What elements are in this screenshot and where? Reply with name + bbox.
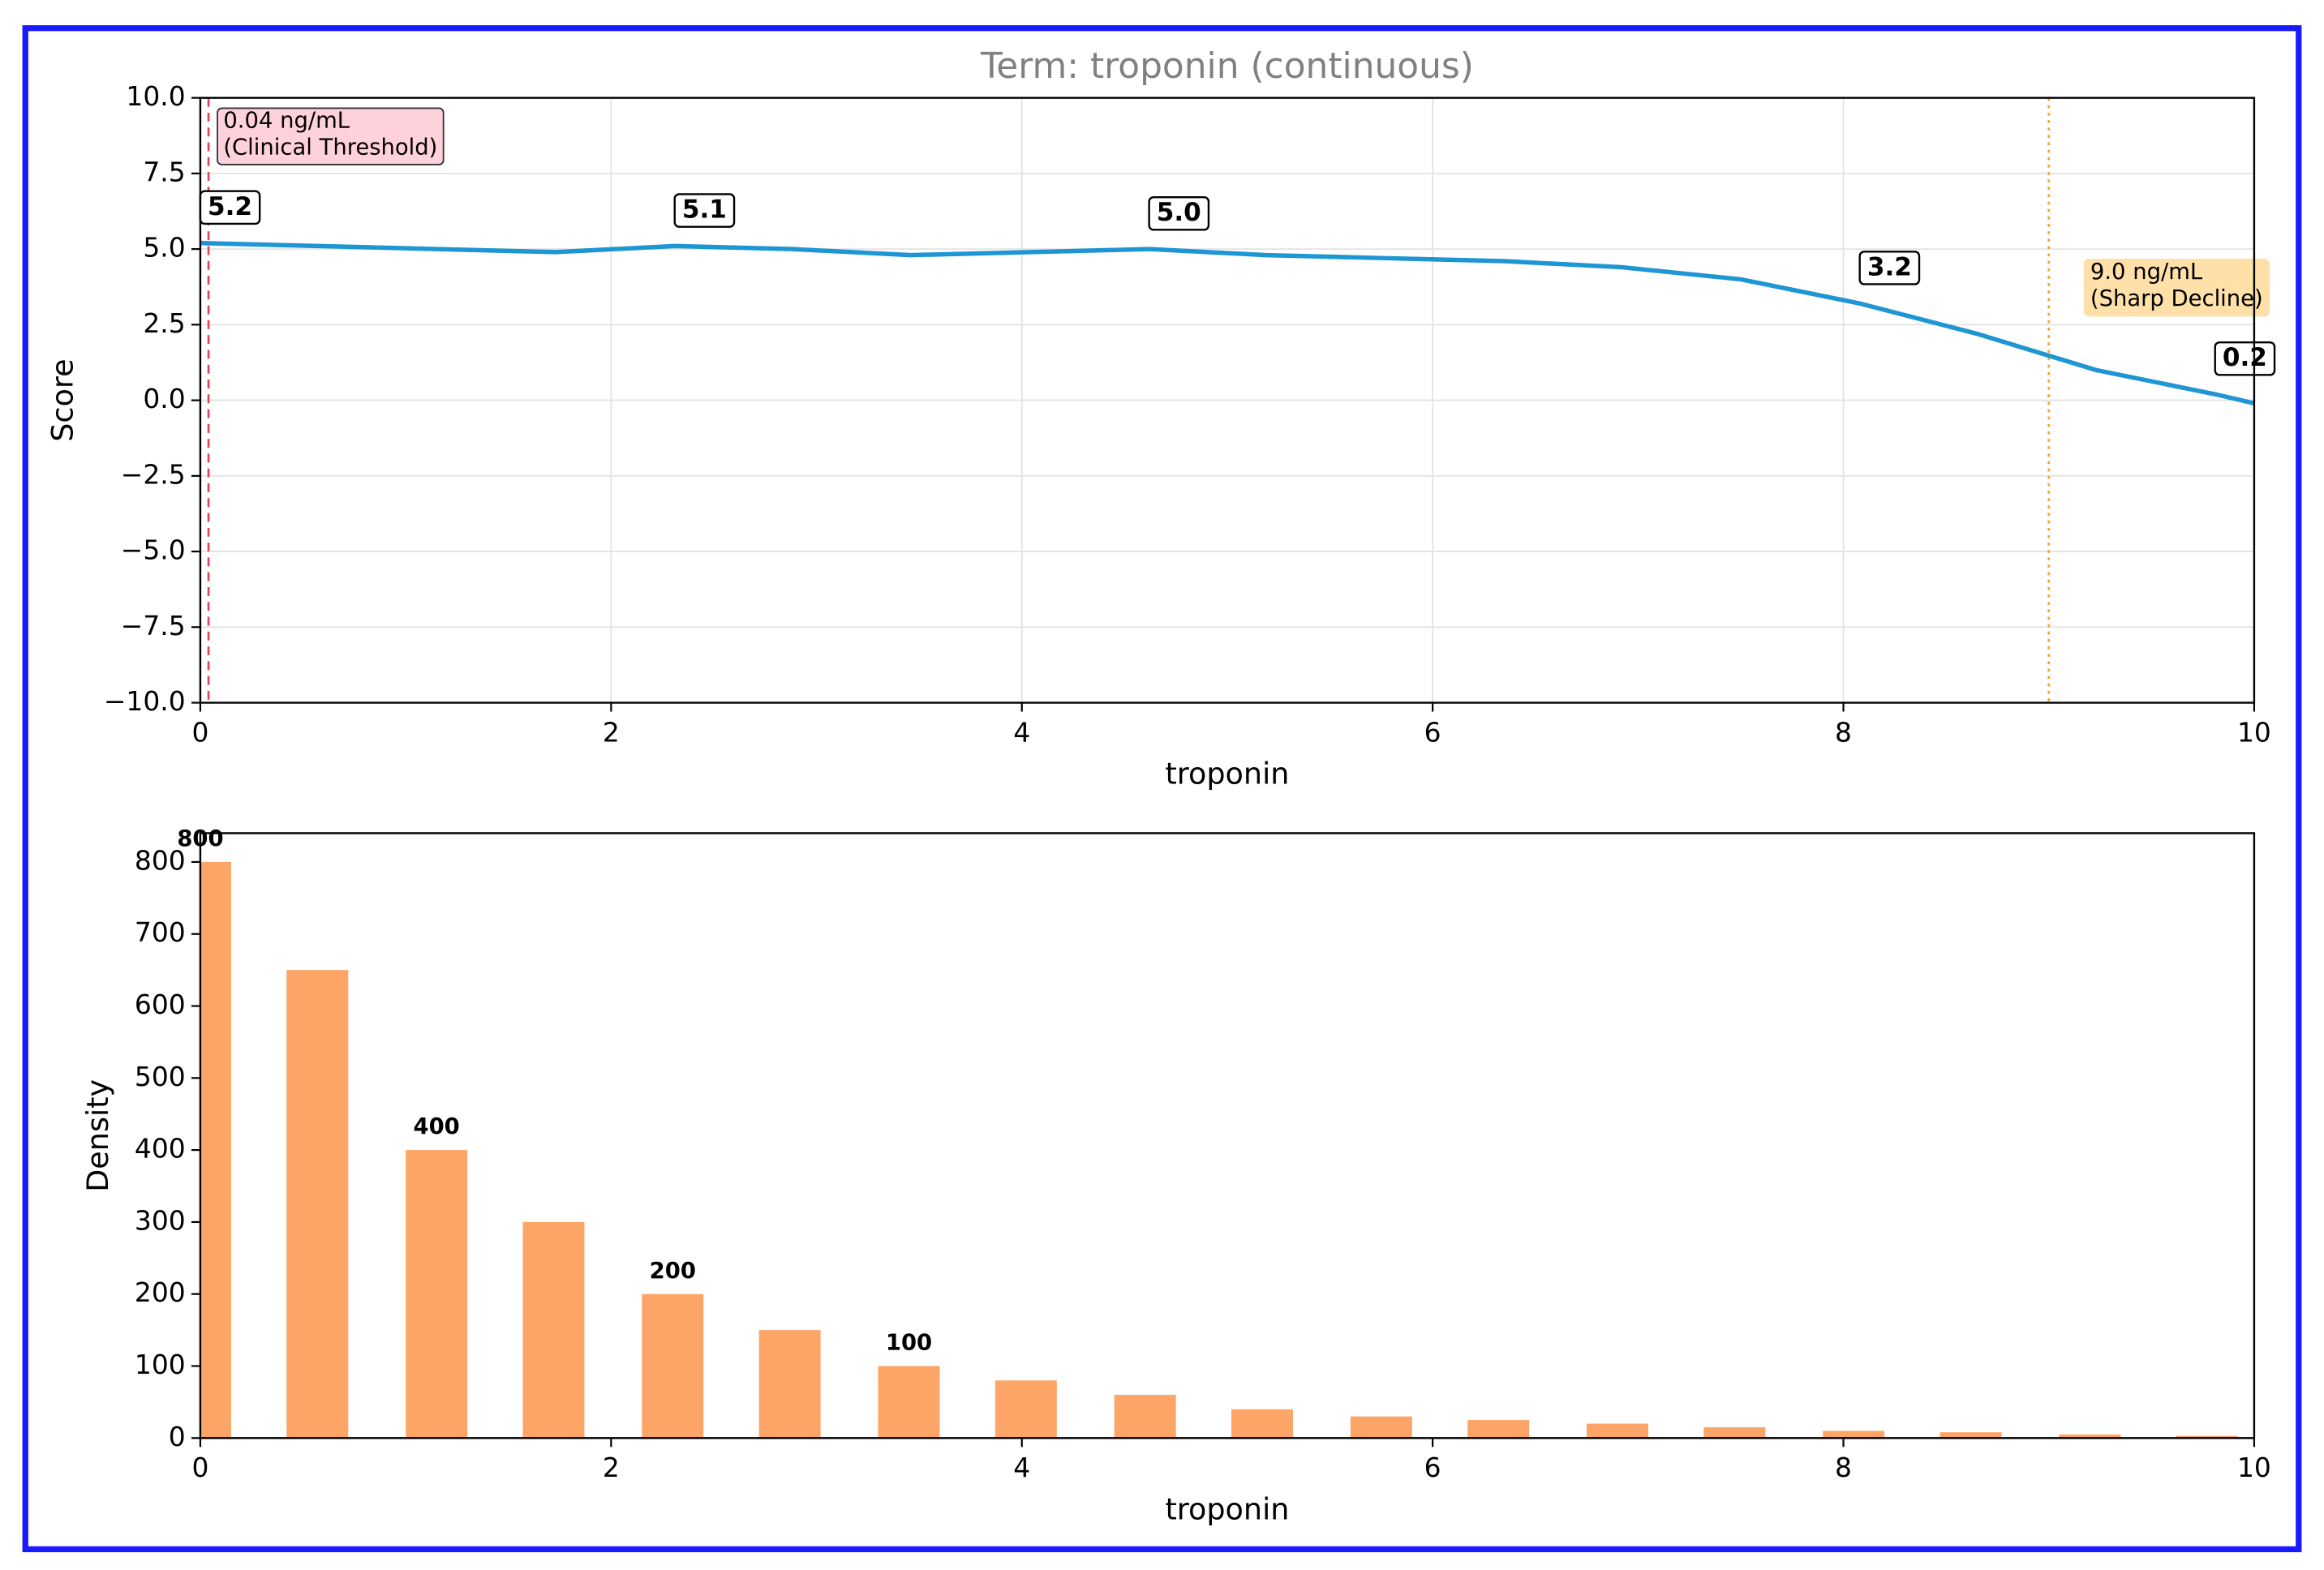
- x-tick-label: 4: [1013, 716, 1030, 748]
- bar: [758, 1330, 821, 1439]
- y-tick-label: 200: [135, 1276, 186, 1308]
- y-axis-label: Score: [45, 358, 79, 441]
- bar: [1467, 1420, 1530, 1439]
- data-label: 0.2: [2223, 343, 2267, 372]
- data-label: 5.0: [1157, 198, 1201, 227]
- bar: [878, 1366, 940, 1439]
- plot-area: [200, 97, 2254, 703]
- bar: [1940, 1432, 2002, 1439]
- data-label: 3.2: [1867, 252, 1912, 281]
- y-tick-label: 800: [135, 844, 186, 876]
- y-tick-label: 7.5: [143, 156, 185, 187]
- x-tick-label: 0: [191, 716, 208, 748]
- x-axis-label: troponin: [1165, 757, 1289, 791]
- data-label: 5.2: [208, 192, 252, 221]
- y-tick-label: −5.0: [121, 534, 186, 566]
- bar: [2059, 1434, 2121, 1439]
- data-label: 5.1: [682, 195, 727, 225]
- y-tick-label: 10.0: [126, 80, 185, 112]
- data-label-box: [2214, 341, 2276, 376]
- x-tick-label: 8: [1835, 716, 1852, 748]
- x-tick-label: 8: [1835, 1452, 1852, 1483]
- plot-area: [200, 861, 2238, 1439]
- annotation-box: [2083, 259, 2270, 317]
- bar: [1703, 1426, 1766, 1439]
- annotation-box: [217, 107, 445, 165]
- y-tick-label: 600: [135, 989, 186, 1020]
- data-label-box: [1858, 251, 1921, 285]
- x-tick-label: 2: [603, 1452, 620, 1483]
- x-tick-label: 10: [2237, 716, 2271, 748]
- data-label-box: [1148, 195, 1210, 231]
- bar: [1587, 1423, 1648, 1439]
- y-tick-label: −7.5: [121, 610, 186, 641]
- bar: [406, 1150, 468, 1439]
- y-tick-label: 0.0: [143, 383, 185, 414]
- line: [200, 240, 2254, 405]
- chart-title: Term: troponin (continuous): [980, 45, 1474, 87]
- annotation-text: 0.04 ng/mL: [223, 108, 350, 133]
- bar: [642, 1293, 704, 1439]
- y-tick-label: 100: [135, 1349, 186, 1380]
- y-tick-label: 5.0: [143, 232, 185, 264]
- bar: [200, 861, 231, 1439]
- y-tick-label: 0: [169, 1421, 186, 1452]
- bar: [286, 970, 349, 1439]
- y-tick-label: 500: [135, 1061, 186, 1092]
- bar: [522, 1221, 585, 1439]
- y-tick-label: 300: [135, 1204, 186, 1236]
- y-tick-label: −2.5: [121, 458, 186, 490]
- data-label: 400: [414, 1114, 460, 1139]
- y-tick-label: 700: [135, 916, 186, 948]
- bar: [2176, 1435, 2238, 1439]
- plot-frame: [199, 832, 2256, 1439]
- x-tick-label: 6: [1424, 716, 1441, 748]
- annotation-text: (Sharp Decline): [2090, 286, 2263, 311]
- bar: [1823, 1431, 1885, 1439]
- x-tick-label: 2: [603, 716, 620, 748]
- bar: [994, 1380, 1057, 1439]
- bar: [1114, 1395, 1176, 1439]
- frame: [22, 25, 2302, 1553]
- annotation-text: 9.0 ng/mL: [2090, 260, 2203, 285]
- data-label-box: [673, 193, 736, 228]
- data-label: 100: [886, 1331, 932, 1356]
- y-axis-label: Density: [80, 1079, 115, 1192]
- y-tick-label: 400: [135, 1133, 186, 1165]
- x-tick-label: 4: [1013, 1452, 1030, 1483]
- bar: [1350, 1416, 1412, 1439]
- x-tick-label: 10: [2237, 1452, 2271, 1483]
- x-axis-label: troponin: [1165, 1491, 1289, 1526]
- annotation-text: (Clinical Threshold): [223, 135, 437, 160]
- y-tick-label: −10.0: [104, 685, 186, 717]
- data-label: 200: [650, 1259, 696, 1284]
- x-tick-label: 0: [191, 1452, 208, 1483]
- x-tick-label: 6: [1424, 1452, 1441, 1483]
- y-tick-label: 2.5: [143, 307, 185, 339]
- bar: [1231, 1409, 1293, 1439]
